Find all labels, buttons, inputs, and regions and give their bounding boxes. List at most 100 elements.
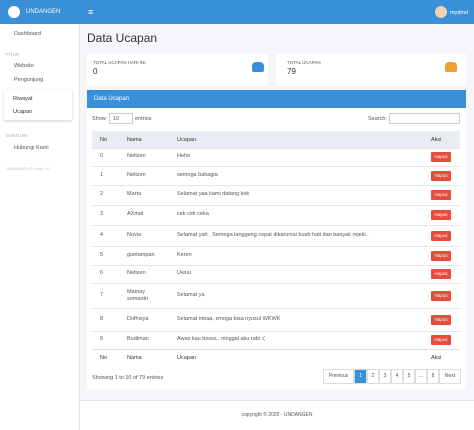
cell: Selamat yah , Semoga langgeng cepat dika… [177, 231, 369, 238]
cell: 9 [100, 336, 104, 342]
cell: 4 [100, 231, 104, 238]
cell: 8 [100, 315, 104, 322]
cell: cek cek ceka [177, 211, 209, 217]
footer [80, 400, 474, 430]
row-border [92, 225, 460, 246]
cell: guetampan [127, 251, 155, 258]
card [276, 54, 466, 86]
delete-button[interactable]: Hapus [431, 269, 451, 279]
length-select[interactable]: 10 [109, 113, 133, 124]
avatar [435, 6, 447, 18]
section-label: BANTUAN [6, 133, 28, 138]
cell: 0 [100, 153, 104, 159]
row-border [92, 331, 460, 349]
cell: Uwuu [177, 270, 192, 276]
cell: 3 [100, 211, 104, 217]
page-button[interactable]: 3 [379, 369, 391, 384]
cell: 7 [100, 291, 104, 298]
submenu [4, 90, 72, 120]
cell: Keren [177, 251, 192, 258]
row-border [92, 283, 460, 308]
card-icon [252, 62, 264, 72]
length-label: Show [92, 116, 106, 122]
nav-item[interactable]: Dashboard [14, 31, 41, 37]
submenu-item[interactable]: Riwayat [13, 96, 33, 102]
row-border [92, 246, 460, 265]
row-border [92, 205, 460, 225]
row-border [92, 148, 460, 166]
page-button[interactable]: Next [439, 369, 461, 384]
row-border [92, 349, 460, 366]
length-label: entries [135, 116, 152, 122]
card-value: 0 [93, 67, 98, 76]
user-name[interactable]: mydmd [450, 10, 469, 16]
brand: UNDANGEN [26, 9, 61, 15]
delete-button[interactable]: Hapus [431, 250, 451, 261]
delete-button[interactable]: Hapus [431, 290, 451, 301]
cell: 5 [100, 251, 104, 258]
cell: 6 [100, 270, 104, 276]
cell: semoga bahagia [177, 171, 218, 178]
copyright: copyright © 2020 - UNDANGEN [241, 412, 313, 418]
cell: Hehe [177, 153, 191, 159]
page-button[interactable]: 4 [391, 369, 403, 384]
cell: Netizen [127, 171, 146, 178]
cell: Dofhisya [127, 315, 149, 322]
cell: Marta [127, 191, 142, 197]
cell: Mamay somantri [127, 288, 149, 302]
column-header[interactable]: Aksi [431, 137, 442, 143]
card [87, 54, 268, 86]
delete-button[interactable]: Hapus [431, 210, 451, 220]
table-info: Showing 1 to 10 of 79 entries [92, 375, 164, 381]
page-button[interactable]: … [415, 369, 427, 384]
delete-button[interactable]: Hapus [431, 170, 451, 181]
search-input[interactable] [389, 113, 460, 124]
page-button[interactable]: 1 [354, 369, 367, 384]
column-header[interactable]: Nama [127, 137, 142, 143]
cell: Novia [127, 231, 142, 238]
topbar [0, 0, 474, 24]
delete-button[interactable]: Hapus [431, 152, 451, 162]
cell: Budiman [127, 336, 149, 342]
column-header[interactable]: No [100, 137, 108, 143]
cell: 2 [100, 191, 104, 197]
card-icon [445, 62, 457, 72]
column-footer: Nama [127, 355, 142, 361]
cell: Selamat mbaa, smoga bisa nyusul WKWK [177, 315, 281, 322]
page-button[interactable]: 2 [367, 369, 379, 384]
menu-toggle[interactable]: ≡ [88, 7, 94, 17]
version: UNDANGEN © Versi 1.0 [6, 166, 50, 171]
nav-item[interactable]: Website [14, 63, 34, 69]
cell: 1 [100, 171, 104, 178]
delete-button[interactable]: Hapus [431, 230, 451, 241]
row-border [92, 265, 460, 283]
page-button[interactable]: 5 [403, 369, 415, 384]
nav-item[interactable]: Hubungi Kami [14, 145, 49, 151]
delete-button[interactable]: Hapus [431, 314, 451, 325]
row-border [92, 166, 460, 185]
page-title: Data Ucapan [87, 31, 158, 45]
cell: Selamat yaa kami datang kok [177, 191, 250, 197]
row-border [92, 185, 460, 205]
page-button[interactable]: 8 [427, 369, 439, 384]
nav-item[interactable]: Pengunjung [14, 77, 44, 83]
cell: Netizen [127, 270, 146, 276]
section-label: FITUR [6, 52, 20, 57]
submenu-item[interactable]: Ucapan [13, 109, 32, 115]
column-header[interactable]: Ucapan [177, 137, 196, 143]
search-label: Search: [368, 116, 387, 122]
sidebar [0, 24, 80, 430]
cell: Netizen [127, 153, 146, 159]
delete-button[interactable]: Hapus [431, 335, 451, 345]
row-border [92, 308, 460, 331]
cell: AXmal [127, 211, 144, 217]
page-button[interactable]: Previous [323, 369, 354, 384]
cell: Selamat ya [177, 291, 205, 298]
card-label: TOTAL UCAPAN [287, 60, 321, 65]
logo [8, 6, 20, 18]
delete-button[interactable]: Hapus [431, 190, 451, 200]
column-footer: Aksi [431, 355, 442, 361]
panel-title: Data Ucapan [94, 96, 130, 102]
card-value: 79 [287, 67, 296, 76]
